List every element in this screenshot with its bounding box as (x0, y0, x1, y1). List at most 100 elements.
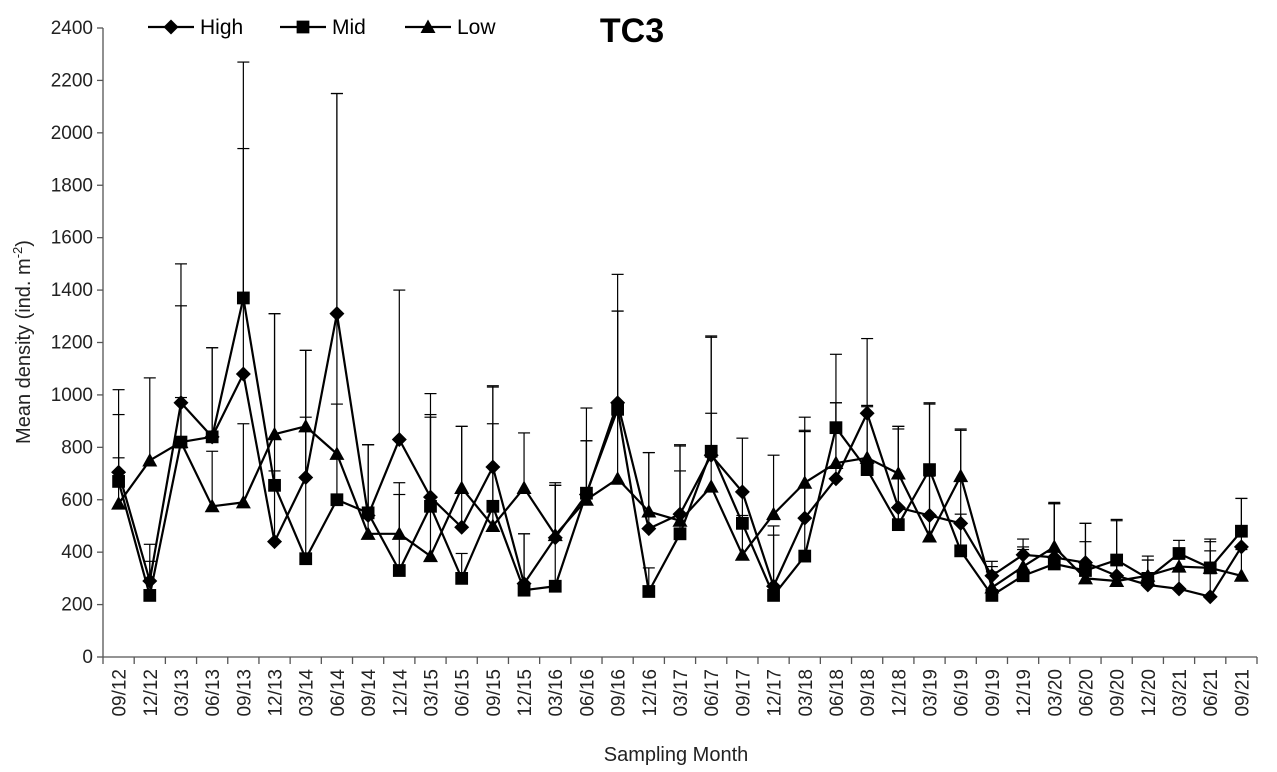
point-high (734, 484, 750, 500)
point-mid (704, 444, 718, 458)
point-mid (923, 463, 936, 476)
x-tick-label: 06/17 (702, 669, 723, 717)
x-tick-label: 06/19 (952, 669, 973, 717)
point-low (797, 475, 813, 489)
point-high (142, 573, 158, 589)
point-low (922, 528, 938, 543)
x-tick-label: 03/13 (172, 669, 193, 717)
point-low (1202, 560, 1218, 574)
x-tick-label: 12/12 (141, 669, 162, 717)
point-mid (299, 552, 313, 566)
point-mid (112, 475, 125, 488)
point-mid (424, 499, 437, 513)
point-low (142, 452, 158, 467)
point-low (610, 471, 626, 485)
x-tick-label: 12/15 (515, 669, 536, 717)
point-low (984, 580, 1000, 594)
point-mid (486, 499, 500, 513)
point-mid (548, 579, 562, 593)
point-mid (205, 430, 219, 444)
y-tick-label: 400 (61, 542, 93, 563)
point-mid (236, 291, 250, 305)
point-low (1015, 559, 1031, 573)
point-low (204, 498, 220, 513)
legend-marker-low (420, 19, 436, 33)
y-axis-title: Mean density (ind. m-2) (10, 240, 35, 444)
point-low (766, 506, 782, 521)
point-high (984, 568, 1000, 584)
point-high (235, 366, 251, 382)
x-tick-label: 03/18 (796, 669, 817, 717)
point-mid (767, 589, 780, 602)
point-high (797, 510, 813, 526)
point-low (578, 492, 594, 506)
y-axis-title-end: ) (13, 240, 35, 247)
x-tick-label: 06/16 (577, 669, 598, 717)
point-mid (143, 589, 157, 602)
point-low (267, 426, 283, 441)
point-mid (1079, 564, 1092, 577)
point-low (235, 494, 251, 509)
x-axis-title: Sampling Month (604, 744, 749, 766)
point-mid (361, 506, 375, 520)
x-tick-label: 09/20 (1108, 669, 1129, 717)
point-mid (611, 402, 624, 416)
point-low (1171, 559, 1187, 573)
point-mid (330, 493, 344, 507)
point-low (1046, 539, 1062, 553)
point-high (454, 519, 470, 535)
point-low (890, 466, 906, 480)
x-tick-label: 12/20 (1139, 669, 1160, 717)
x-tick-label: 06/21 (1201, 669, 1222, 717)
x-axis: 09/12 12/12 03/13 06/13 09/13 12/13 03/14 06/14… (102, 656, 1258, 717)
x-tick-label: 09/18 (858, 669, 879, 717)
y-tick-label: 2000 (51, 123, 93, 144)
point-high (173, 395, 189, 411)
point-high (329, 306, 345, 322)
point-low (547, 527, 563, 542)
point-high (859, 405, 875, 421)
point-low (173, 434, 189, 449)
legend: High Mid Low (148, 16, 496, 39)
point-low (329, 446, 345, 460)
point-high (485, 459, 501, 475)
y-tick-label: 1600 (51, 228, 93, 249)
point-high (1202, 589, 1218, 605)
x-tick-label: 12/18 (889, 669, 910, 717)
x-tick-label: 03/19 (921, 669, 942, 717)
legend-marker-high (163, 19, 179, 35)
point-mid (268, 478, 281, 492)
y-tick-label: 1000 (51, 385, 93, 406)
x-tick-label: 12/16 (640, 669, 661, 717)
chart-title: TC3 (600, 12, 664, 50)
point-low (953, 468, 969, 483)
x-tick-label: 09/12 (110, 669, 131, 717)
y-tick-label: 1200 (51, 333, 93, 354)
y-axis: 0 200 400 600 800 1000 1200 1400 1600 1800 2000 220… (51, 18, 104, 668)
x-tick-label: 09/14 (359, 669, 380, 717)
point-high (1171, 581, 1187, 597)
point-high (953, 515, 969, 531)
y-tick-label: 200 (61, 595, 93, 616)
x-tick-label: 03/21 (1170, 669, 1191, 717)
point-low (298, 418, 314, 433)
x-tick-label: 03/20 (1045, 669, 1066, 717)
point-mid (1047, 557, 1061, 571)
point-mid (673, 527, 687, 541)
legend-label-high: High (200, 16, 243, 39)
point-low (360, 526, 376, 540)
point-low (859, 450, 875, 464)
point-high (828, 471, 844, 487)
point-low (516, 480, 532, 494)
point-low (1109, 573, 1125, 587)
point-high (267, 534, 283, 550)
point-mid (1172, 547, 1186, 560)
y-axis-title-sup: -2 (10, 247, 25, 259)
y-tick-label: 800 (61, 437, 93, 458)
point-low (391, 526, 407, 540)
point-low (1077, 570, 1093, 585)
legend-marker-mid (296, 20, 310, 34)
point-low (734, 547, 750, 561)
point-high (298, 469, 314, 485)
